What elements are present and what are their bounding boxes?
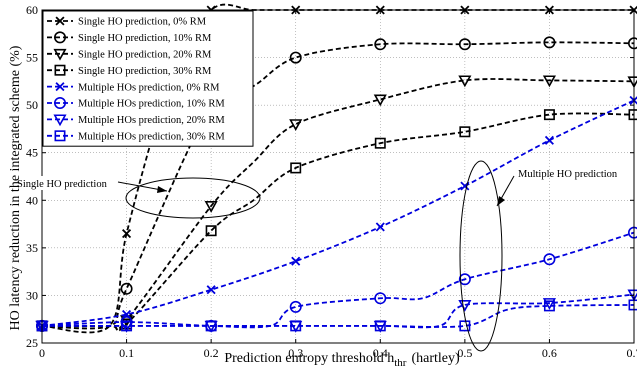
legend-label: Multiple HOs prediction, 10% RM <box>78 99 225 110</box>
legend: Single HO prediction, 0% RM Single HO pre… <box>42 10 254 147</box>
data-point <box>374 292 387 305</box>
data-point <box>459 126 471 138</box>
data-point <box>374 137 386 149</box>
data-point <box>542 298 556 310</box>
data-point <box>204 201 218 213</box>
data-point <box>458 273 471 286</box>
data-point <box>543 109 555 121</box>
y-axis-label: HO latency reduction in the integrated s… <box>8 45 23 330</box>
legend-label: Single HO prediction, 30% RM <box>78 66 212 77</box>
legend-item: Multiple HOs prediction, 20% RM <box>47 114 225 127</box>
legend-marker <box>55 16 65 26</box>
annotation-multiple-label: Multiple HO prediction <box>518 169 618 180</box>
y-tick-label: 50 <box>26 98 38 112</box>
y-tick-label: 30 <box>26 288 38 302</box>
x-axis-label-unit: (hartley) <box>411 351 460 366</box>
data-point <box>374 320 386 332</box>
annotation-single-label-bg <box>16 176 116 190</box>
legend-item: Multiple HOs prediction, 30% RM <box>47 130 225 143</box>
x-tick-label: 0.2 <box>204 346 219 360</box>
legend-marker <box>53 97 66 110</box>
y-tick-label: 35 <box>26 241 38 255</box>
legend-marker <box>53 31 66 44</box>
data-point <box>543 253 556 266</box>
legend-item: Single HO prediction, 0% RM <box>47 16 207 28</box>
data-point <box>289 119 303 132</box>
data-point <box>289 51 302 64</box>
series-line-2 <box>41 78 635 332</box>
legend-item: Single HO prediction, 10% RM <box>47 31 212 44</box>
y-tick-label: 25 <box>26 336 38 350</box>
series-line-4 <box>41 99 635 327</box>
x-tick-label: 0.3 <box>288 346 303 360</box>
series-line-7 <box>42 304 635 328</box>
legend-item: Multiple HOs prediction, 0% RM <box>47 82 220 93</box>
ticks: 0 0.1 0.2 0.3 0.4 0.5 0.6 0.7 25 30 35 40 45 50 55 60 <box>26 3 637 360</box>
data-point <box>291 256 301 266</box>
annotation-multiple-ellipse <box>459 160 503 352</box>
y-tick-label: 60 <box>26 3 38 17</box>
data-point <box>458 75 472 88</box>
legend-label: Multiple HOs prediction, 30% RM <box>78 132 225 143</box>
data-point <box>543 36 556 49</box>
data-point <box>375 222 385 232</box>
legend-marker <box>54 64 66 76</box>
series-line-5 <box>41 231 635 329</box>
data-point <box>374 38 387 51</box>
data-point <box>121 320 133 332</box>
data-point <box>543 300 555 312</box>
data-point <box>122 229 132 239</box>
legend-marker <box>53 114 67 127</box>
annotation-multiple-arrowhead <box>497 196 505 206</box>
legend-label: Single HO prediction, 0% RM <box>78 17 207 28</box>
data-point <box>544 135 554 145</box>
legend-label: Single HO prediction, 10% RM <box>78 33 212 44</box>
series-line-1 <box>41 41 635 330</box>
legend-label: Single HO prediction, 20% RM <box>78 50 212 61</box>
data-point <box>290 320 302 332</box>
legend-label: Multiple HOs prediction, 20% RM <box>78 115 225 126</box>
annotation-single-ellipse <box>125 177 261 219</box>
legend-label: Multiple HOs prediction, 0% RM <box>78 82 220 93</box>
data-point <box>373 94 387 107</box>
data-point <box>459 320 471 332</box>
x-tick-label: 0.1 <box>119 346 134 360</box>
legend-marker <box>53 48 67 61</box>
legend-marker <box>54 130 66 142</box>
data-point <box>290 162 302 174</box>
data-point <box>458 299 472 312</box>
x-tick-label: 0.4 <box>373 346 388 360</box>
data-point <box>206 285 216 295</box>
legend-marker <box>55 82 65 92</box>
x-tick-label: 0.6 <box>542 346 557 360</box>
annotation-single-arrowhead <box>157 186 167 193</box>
x-axis-label-main: Prediction entropy threshold h <box>224 351 394 366</box>
x-tick-label: 0 <box>39 346 45 360</box>
data-point <box>458 38 471 51</box>
y-tick-label: 40 <box>26 193 38 207</box>
x-axis-label: Prediction entropy threshold hthr (hartle… <box>224 351 460 369</box>
annotation-multiple: Multiple HO prediction <box>459 160 618 352</box>
annotation-single-label: Single HO prediction <box>17 179 108 190</box>
data-point <box>205 320 217 332</box>
x-tick-label: 0.7 <box>627 346 637 360</box>
legend-item: Single HO prediction, 20% RM <box>47 48 212 61</box>
data-point <box>205 225 217 237</box>
y-tick-label: 45 <box>26 146 38 160</box>
legend-item: Single HO prediction, 30% RM <box>47 64 212 77</box>
x-tick-label: 0.5 <box>457 346 472 360</box>
data-point <box>120 282 133 295</box>
series-line-3 <box>41 112 635 333</box>
x-axis-label-sub: thr <box>394 357 407 369</box>
data-point <box>289 300 302 313</box>
legend-item: Multiple HOs prediction, 10% RM <box>47 97 225 110</box>
data-point <box>542 75 556 88</box>
annotation-single: Single HO prediction <box>16 176 261 219</box>
y-tick-label: 55 <box>26 51 38 65</box>
legend-box <box>42 10 254 147</box>
